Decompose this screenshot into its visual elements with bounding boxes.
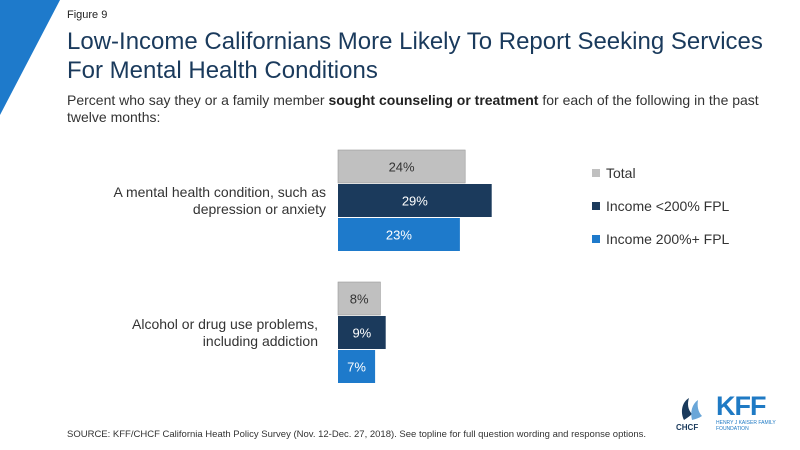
category-label-2: Alcohol or drug use problems, including a… [132, 316, 318, 349]
kff-logo-subtext: HENRY J KAISER FAMILY FOUNDATION [716, 420, 776, 432]
bar-total-2 [337, 281, 381, 316]
kff-logo: KFF [716, 391, 766, 421]
legend-swatch-total [592, 169, 600, 177]
source-note: SOURCE: KFF/CHCF California Heath Policy… [67, 429, 647, 440]
legend-item-high-income: Income 200%+ FPL [592, 229, 729, 249]
legend-label-total: Total [606, 165, 636, 181]
chcf-logo-icon [681, 398, 702, 420]
data-label-high-income-2: 7% [347, 360, 366, 375]
bar-low-income-1 [338, 184, 492, 217]
chart-subtitle: Percent who say they or a family member … [67, 92, 787, 126]
legend-label-low-income: Income <200% FPL [606, 198, 730, 214]
bar-low-income-2 [338, 316, 386, 349]
legend-item-low-income: Income <200% FPL [592, 196, 729, 216]
bar-high-income-2 [338, 350, 376, 383]
category-label-line: depression or anxiety [193, 201, 326, 217]
category-label-line: including addiction [203, 333, 318, 349]
data-label-total-2: 8% [350, 292, 369, 307]
legend-swatch-high-income [592, 235, 600, 243]
legend-swatch-low-income [592, 202, 600, 210]
legend-item-total: Total [592, 163, 729, 183]
chart-legend: Total Income <200% FPL Income 200%+ FPL [592, 163, 729, 262]
legend-label-high-income: Income 200%+ FPL [606, 231, 730, 247]
subtitle-emphasis: sought counseling or treatment [328, 92, 539, 108]
data-label-high-income-1: 23% [386, 228, 412, 243]
corner-accent [0, 0, 60, 115]
bar-total-1 [337, 149, 466, 184]
subtitle-text-start: Percent who say they or a family member [67, 92, 329, 108]
data-label-low-income-2: 9% [352, 326, 371, 341]
chart-title: Low-Income Californians More Likely To R… [67, 28, 763, 84]
data-label-total-1: 24% [389, 160, 415, 175]
data-label-low-income-1: 29% [402, 194, 428, 209]
category-label-1: A mental health condition, such as depres… [114, 184, 326, 217]
category-label-line: Alcohol or drug use problems, [132, 316, 318, 332]
logos: CHCF KFF HENRY J KAISER FAMILY FOUNDATIO… [676, 392, 796, 440]
bar-high-income-1 [338, 218, 460, 251]
subtitle-text-end: for each of the following in the past tw… [67, 92, 759, 125]
category-label-line: A mental health condition, such as [114, 184, 326, 200]
figure-label: Figure 9 [67, 9, 108, 21]
chcf-logo-text: CHCF [676, 423, 699, 432]
